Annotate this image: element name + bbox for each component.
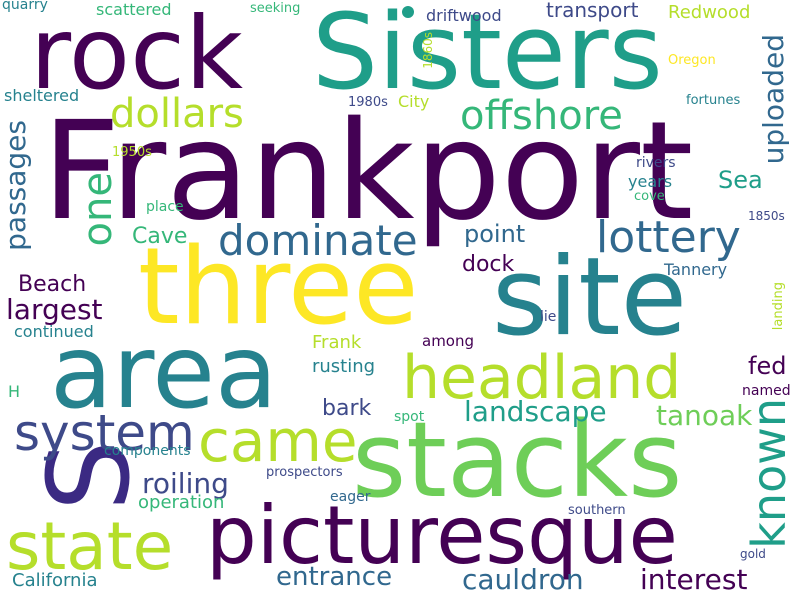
word-seeking: seeking	[250, 1, 301, 16]
word-gold: gold	[740, 547, 766, 561]
word-site: site	[492, 235, 688, 360]
word-operation: operation	[138, 492, 225, 513]
word-tanoak: tanoak	[656, 399, 753, 432]
word-cove: cove	[634, 189, 665, 204]
word-area: area	[50, 313, 278, 432]
word-rusting: rusting	[312, 356, 376, 377]
word-h: H	[8, 382, 21, 401]
word-uploaded: uploaded	[757, 34, 790, 165]
word-dock: dock	[462, 252, 515, 277]
word-oregon: Oregon	[668, 53, 716, 68]
word-picturesque: picturesque	[206, 489, 678, 582]
word-entrance: entrance	[276, 562, 393, 592]
word-known: known	[742, 398, 796, 549]
word-california: California	[12, 570, 98, 591]
word-sisters: Sisters	[312, 0, 663, 113]
word-southern: southern	[568, 503, 626, 518]
word-system: system	[14, 404, 195, 462]
word-fortunes: fortunes	[686, 93, 741, 108]
word-state: state	[6, 508, 174, 585]
word-headland: headland	[402, 343, 682, 413]
word-dominate: dominate	[218, 216, 418, 265]
word-landing: landing	[771, 282, 786, 331]
word-1950s: 1950s	[112, 145, 152, 160]
word-rock: rock	[30, 0, 243, 112]
word-continued: continued	[14, 322, 94, 341]
word-driftwood: driftwood	[426, 6, 502, 25]
word-bark: bark	[322, 396, 372, 421]
word-cave: Cave	[132, 224, 188, 249]
word-largest: largest	[6, 293, 103, 326]
word-interest: interest	[640, 563, 748, 596]
word-sheltered: sheltered	[4, 86, 80, 105]
word-rivers: rivers	[636, 155, 676, 171]
word-redwood: Redwood	[668, 2, 751, 23]
word-named: named	[742, 383, 791, 399]
word-offshore: offshore	[460, 93, 623, 139]
word-lie: lie	[540, 309, 557, 325]
word-transport: transport	[546, 0, 639, 22]
word-came: came	[198, 407, 358, 475]
word-frank: Frank	[312, 332, 362, 353]
word-city: City	[398, 92, 430, 111]
word-frankport: Frankport	[42, 93, 694, 251]
word-three: three	[138, 225, 419, 348]
word-cauldron: cauldron	[462, 563, 584, 596]
word-years: years	[628, 172, 673, 191]
word-quarry: quarry	[2, 0, 48, 13]
word-one: one	[75, 172, 121, 247]
word-eager: eager	[330, 489, 371, 505]
word-point: point	[464, 220, 526, 248]
word-roiling: roiling	[142, 467, 229, 500]
word-sea: Sea	[718, 166, 763, 194]
dot-mark	[402, 6, 414, 18]
word-landscape: landscape	[464, 395, 607, 428]
word-tannery: Tannery	[664, 260, 728, 279]
word-beach: Beach	[18, 272, 87, 297]
word-stacks: stacks	[352, 399, 683, 521]
word-lottery: lottery	[596, 212, 741, 263]
word-prospectors: prospectors	[266, 465, 343, 480]
word-fed: fed	[748, 352, 787, 380]
word-place: place	[146, 199, 184, 215]
word-1980s: 1980s	[348, 95, 388, 110]
word-dollars: dollars	[110, 91, 244, 137]
word-scattered: scattered	[96, 0, 172, 19]
word-1860s: 1860s	[421, 32, 435, 69]
word-spot: spot	[394, 409, 425, 425]
word-among: among	[422, 332, 475, 350]
word-1850s: 1850s	[748, 209, 785, 223]
word-components: components	[104, 443, 191, 459]
word-passages: passages	[0, 120, 32, 251]
